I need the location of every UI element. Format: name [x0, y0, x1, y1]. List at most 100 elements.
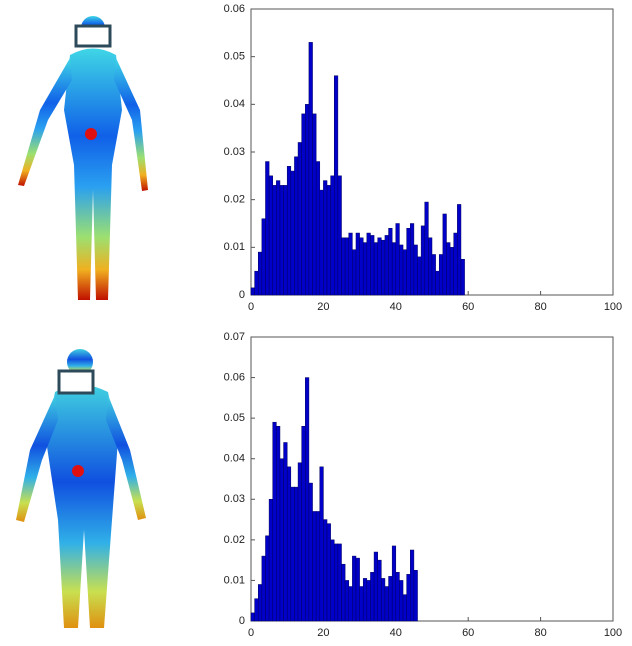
histogram-bar	[334, 75, 339, 296]
histogram-bar	[391, 242, 397, 296]
histogram-bar	[391, 545, 397, 622]
histogram-bar	[381, 239, 386, 296]
histogram-bar	[297, 142, 302, 296]
histogram-bar	[410, 549, 415, 622]
histogram-bar	[453, 232, 458, 296]
histogram-bar	[301, 113, 306, 296]
histogram-bar	[377, 559, 382, 622]
histogram-bar	[377, 237, 382, 296]
histogram-bar	[395, 223, 400, 296]
histogram-bar	[326, 185, 331, 296]
y-tick-label: 0.02	[224, 534, 245, 546]
histogram-bar	[413, 570, 418, 622]
y-tick-label: 0.05	[224, 412, 245, 424]
histogram-bar	[294, 486, 299, 622]
histogram-bar	[352, 555, 357, 622]
histogram-bar	[250, 612, 255, 622]
x-tick-label: 60	[462, 301, 474, 313]
histogram-bar	[362, 242, 368, 296]
histogram-bar	[438, 254, 444, 296]
histogram-bar	[323, 519, 328, 622]
body-figure	[18, 16, 148, 300]
histogram-bar	[257, 251, 263, 296]
histogram-bar	[272, 185, 277, 296]
histogram-bar	[373, 242, 378, 296]
histogram-bar	[435, 270, 440, 296]
y-tick-label: 0.02	[224, 194, 245, 206]
x-tick-label: 80	[534, 301, 546, 313]
histogram-bar	[420, 225, 426, 296]
x-tick-label: 60	[462, 627, 474, 639]
histogram-bar	[417, 256, 422, 296]
x-tick-label: 0	[248, 627, 254, 639]
histogram-bar	[283, 185, 288, 296]
histogram-bar	[373, 551, 378, 622]
histogram-bar	[399, 244, 404, 296]
histogram-bar	[370, 235, 375, 296]
histogram-bar	[384, 586, 389, 622]
y-tick-label: 0.01	[224, 574, 245, 586]
histogram-bar	[315, 511, 321, 622]
y-tick-label: 0.04	[224, 453, 245, 465]
histogram-bar	[257, 584, 263, 622]
histogram-bar	[442, 213, 447, 296]
x-tick-label: 100	[604, 627, 622, 639]
y-tick-label: 0.06	[224, 3, 245, 15]
histogram-bar	[297, 462, 302, 622]
histogram-bar	[294, 156, 299, 296]
histogram-bar	[272, 421, 277, 622]
histogram-bar	[355, 232, 360, 296]
histogram-bar	[337, 543, 342, 622]
histogram-bar	[254, 598, 259, 622]
histogram-bar	[370, 572, 375, 622]
histogram-bar	[330, 175, 335, 296]
histogram-bar	[410, 223, 415, 296]
histogram-bar	[305, 377, 310, 622]
histogram-bar	[428, 237, 433, 296]
histogram-bar	[319, 189, 324, 296]
histogram-bar	[276, 180, 281, 296]
histogram-bar	[460, 259, 465, 296]
histogram-bar	[388, 576, 393, 622]
histogram-bar	[326, 523, 331, 622]
y-tick-label: 0.03	[224, 146, 245, 158]
histogram-bar	[319, 466, 324, 622]
histogram-bar	[290, 486, 295, 622]
histogram-bar	[323, 180, 328, 296]
histogram-bar	[344, 580, 349, 622]
histogram-bar	[348, 586, 353, 622]
histogram-bar	[359, 586, 364, 622]
histogram-bar	[446, 242, 451, 296]
histogram-bar	[250, 287, 255, 296]
x-tick-label: 40	[390, 301, 402, 313]
histogram-bar	[352, 249, 357, 296]
y-tick-label: 0	[239, 289, 245, 301]
histogram-bar	[265, 161, 270, 296]
histogram-bar	[366, 232, 371, 296]
x-tick-label: 20	[317, 301, 329, 313]
y-tick-label: 0.06	[224, 371, 245, 383]
y-tick-label: 0.04	[224, 98, 245, 110]
histogram-bar	[279, 458, 284, 622]
histogram-bar	[431, 254, 436, 296]
histogram-bar	[406, 228, 411, 296]
histogram-bar	[402, 594, 407, 622]
histogram-bar	[330, 539, 335, 622]
x-tick-label: 40	[390, 627, 402, 639]
y-tick-label: 0.01	[224, 241, 245, 253]
y-tick-label: 0.07	[224, 331, 245, 343]
histogram-bar	[388, 228, 393, 296]
histogram-bar	[265, 535, 270, 622]
histogram-bar	[399, 580, 404, 622]
histogram-bar	[406, 574, 411, 622]
x-tick-label: 0	[248, 301, 254, 313]
histogram-bar	[276, 426, 281, 622]
histogram-bar	[395, 572, 400, 622]
histogram-bar	[402, 249, 407, 296]
histogram-bar	[308, 42, 313, 296]
histogram-bar	[268, 175, 273, 296]
histogram-bar	[366, 580, 371, 622]
y-tick-label: 0.03	[224, 493, 245, 505]
histogram-bar	[337, 175, 342, 296]
